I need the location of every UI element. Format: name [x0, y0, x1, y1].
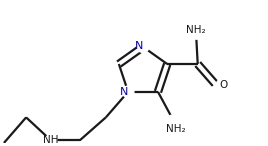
Circle shape [137, 41, 149, 53]
Circle shape [217, 80, 225, 88]
Circle shape [188, 24, 204, 39]
Text: O: O [220, 80, 228, 90]
Text: NH₂: NH₂ [166, 124, 185, 134]
Text: NH: NH [43, 135, 59, 145]
Circle shape [122, 86, 134, 98]
Circle shape [165, 115, 180, 131]
Text: N: N [135, 41, 143, 51]
Circle shape [45, 135, 57, 146]
Text: NH₂: NH₂ [187, 25, 206, 35]
Text: N: N [120, 87, 129, 97]
